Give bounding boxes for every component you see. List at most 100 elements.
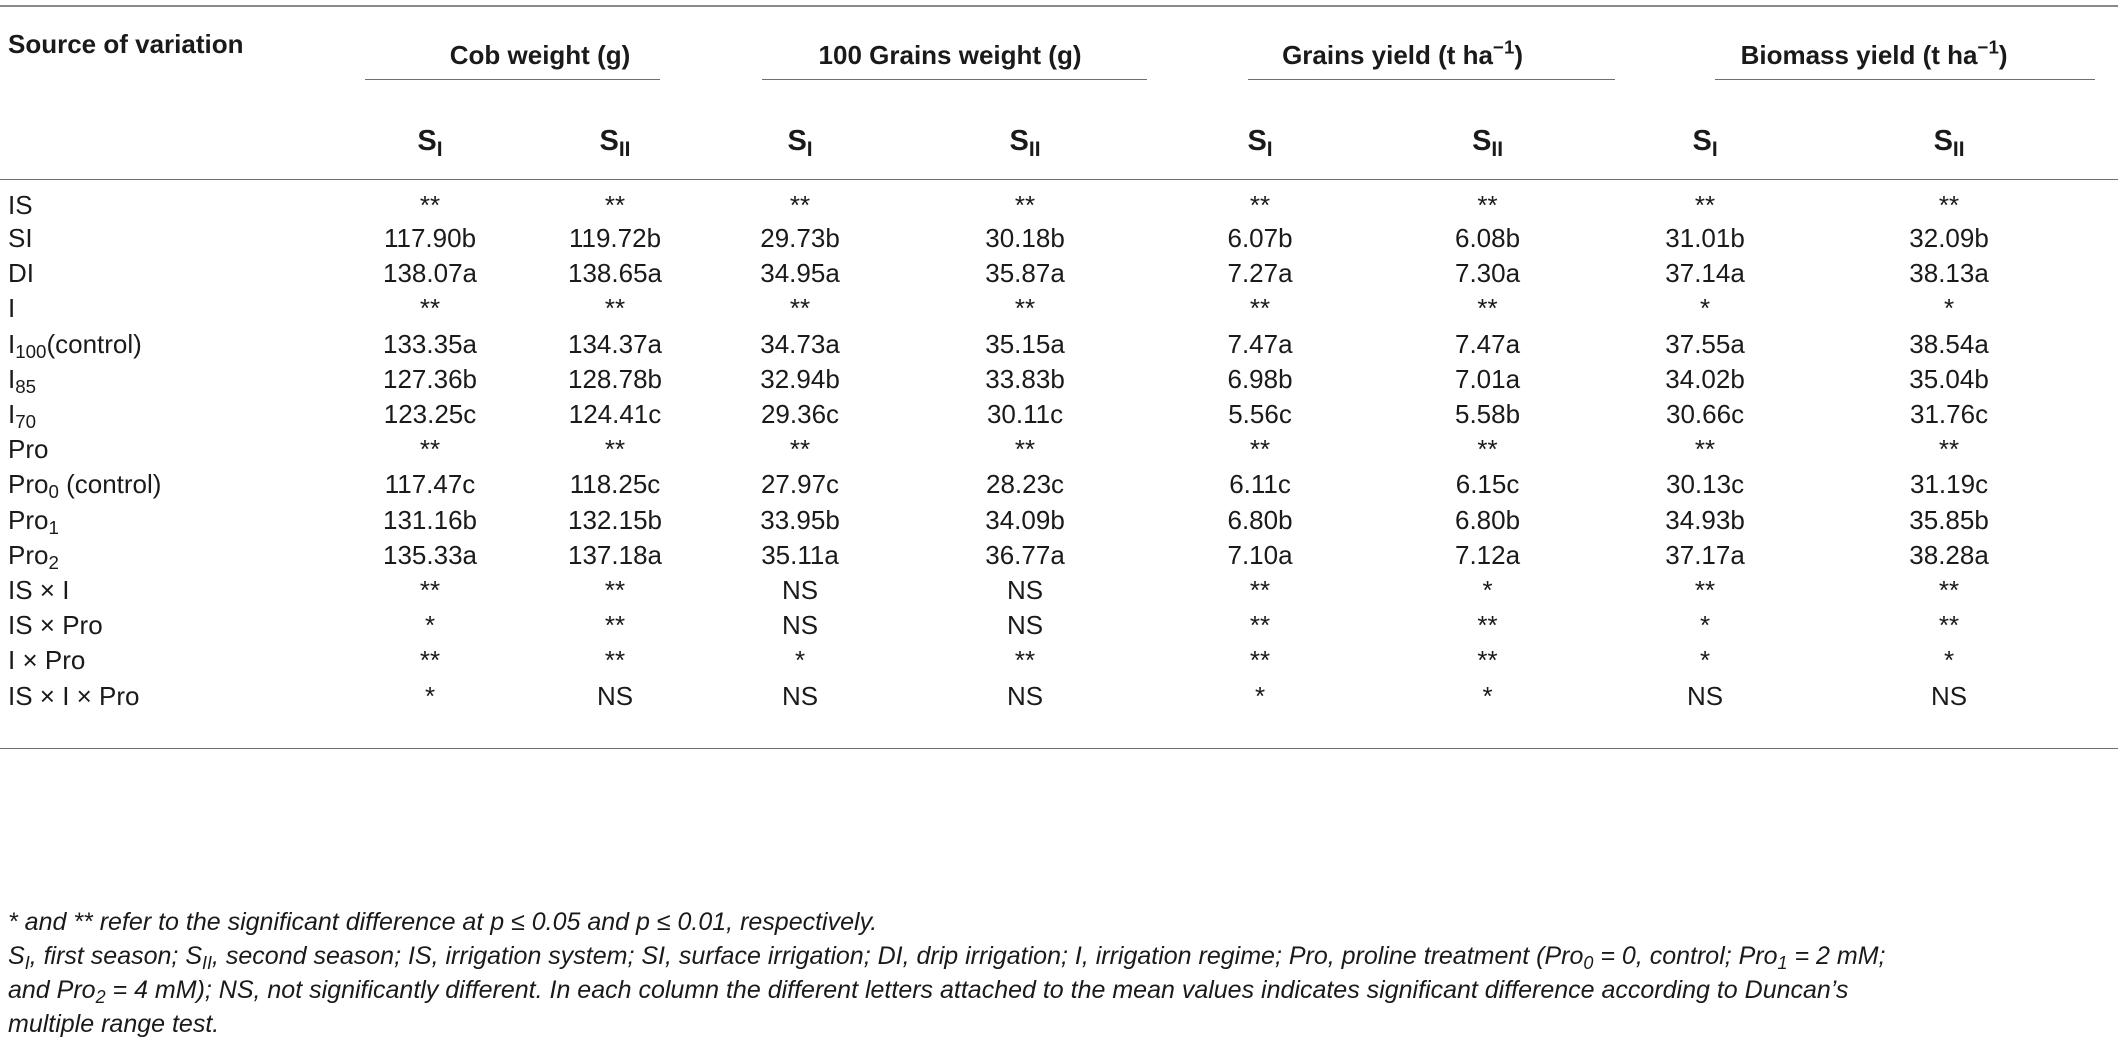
value-cell: 6.11c	[1229, 469, 1291, 500]
value-cell: NS	[1006, 574, 1044, 605]
value-cell: 33.95b	[760, 504, 840, 535]
value-cell: **	[1249, 645, 1271, 676]
group-label-grains-yield: Grains yield (t ha	[1282, 39, 1494, 70]
value-cell: **	[604, 574, 626, 605]
value-cell: 35.15a	[985, 328, 1065, 359]
season-header-empty	[0, 103, 355, 180]
value-cell: 31.01b	[1665, 223, 1745, 254]
source-cell: IS × Pro	[8, 610, 103, 641]
season-header: SI	[1247, 124, 1273, 161]
value-cell: *	[1943, 293, 1955, 324]
value-cell: **	[789, 293, 811, 324]
value-cell: *	[1482, 680, 1493, 711]
value-cell: NS	[596, 680, 634, 711]
value-cell: **	[604, 190, 626, 220]
value-cell: 35.87a	[985, 258, 1065, 289]
value-cell: 30.13c	[1666, 469, 1745, 500]
value-cell: **	[1014, 293, 1036, 324]
value-cell: **	[1938, 610, 1960, 641]
value-cell: 5.56c	[1228, 399, 1292, 430]
value-cell: **	[1477, 645, 1498, 676]
table-row: Pro1 131.16b 132.15b 33.95b 34.09b 6.80b 6.80b…	[0, 503, 2118, 538]
value-cell: **	[1014, 434, 1036, 465]
source-cell: Pro2	[8, 539, 59, 574]
value-cell: 7.10a	[1227, 539, 1293, 570]
value-cell: 6.08b	[1455, 223, 1521, 254]
table-row: I70 123.25c 124.41c 29.36c 30.11c 5.56c 5.58b 3…	[0, 397, 2118, 432]
value-cell: **	[1694, 190, 1716, 220]
value-cell: 6.15c	[1455, 469, 1520, 500]
value-cell: 7.47a	[1455, 328, 1521, 359]
value-cell: **	[1938, 190, 1960, 220]
value-cell: 38.13a	[1909, 258, 1989, 289]
value-cell: **	[419, 190, 441, 220]
value-cell: 127.36b	[383, 363, 477, 394]
source-cell: I	[8, 293, 16, 324]
value-cell: **	[789, 434, 811, 465]
value-cell: **	[419, 574, 441, 605]
group-label-grains-weight: 100 Grains weight (g)	[818, 39, 1082, 70]
value-cell: 38.28a	[1909, 539, 1989, 570]
table-row: I85 127.36b 128.78b 32.94b 33.83b 6.98b 7.01a 3…	[0, 362, 2118, 397]
value-cell: **	[604, 434, 626, 465]
value-cell: **	[1938, 574, 1960, 605]
value-cell: 6.80b	[1227, 504, 1293, 535]
table-row: IS × I ** ** NS NS ** * ** **	[0, 573, 2118, 608]
group-label-biomass-yield: Biomass yield (t ha	[1740, 39, 1978, 70]
value-cell: *	[424, 680, 436, 711]
value-cell: **	[1694, 434, 1716, 465]
season-header: SI	[787, 124, 813, 161]
value-cell: *	[1482, 574, 1493, 605]
table-row: IS ** ** ** ** ** ** ** **	[0, 180, 2118, 222]
group-header-grains-weight: 100 Grains weight (g)	[725, 6, 1175, 103]
value-cell: *	[1254, 680, 1266, 711]
source-header: Source of variation	[8, 29, 244, 59]
source-cell: I70	[8, 399, 37, 433]
value-cell: 30.11c	[986, 399, 1064, 430]
value-cell: **	[419, 434, 441, 465]
table-row: I × Pro ** ** * ** ** ** * *	[0, 643, 2118, 678]
table-row: Pro ** ** ** ** ** ** ** **	[0, 432, 2118, 467]
source-cell: I85	[8, 363, 37, 398]
season-header-row: SI SII SI SII SI SII SI SII	[0, 103, 2118, 180]
value-cell: **	[1694, 574, 1716, 605]
value-cell: **	[419, 645, 441, 676]
group-underline	[1248, 79, 1615, 80]
anova-table: Source of variation Cob weight (g) 100 G…	[0, 5, 2118, 750]
group-header-row: Source of variation Cob weight (g) 100 G…	[0, 6, 2118, 103]
source-cell: IS	[8, 190, 33, 220]
value-cell: **	[1477, 610, 1498, 641]
value-cell: 7.27a	[1227, 258, 1293, 289]
value-cell: NS	[781, 574, 819, 605]
value-cell: **	[1249, 293, 1271, 324]
group-underline	[365, 79, 660, 80]
value-cell: 35.04b	[1909, 363, 1989, 394]
value-cell: 30.66c	[1666, 399, 1745, 430]
value-cell: **	[1014, 645, 1036, 676]
table-bottom-rule	[0, 713, 2118, 750]
value-cell: **	[1477, 293, 1498, 324]
table-row: I100(control) 133.35a 134.37a 34.73a 35.15a 7…	[0, 327, 2118, 362]
value-cell: 35.85b	[1909, 504, 1989, 535]
value-cell: 35.11a	[761, 539, 839, 570]
value-cell: 28.23c	[985, 469, 1065, 500]
value-cell: 134.37a	[568, 328, 662, 359]
value-cell: 132.15b	[568, 504, 662, 535]
source-cell: Pro0 (control)	[8, 469, 162, 503]
value-cell: 34.02b	[1665, 363, 1745, 394]
value-cell: 133.35a	[383, 328, 477, 359]
season-header: SI	[1692, 124, 1718, 161]
value-cell: 37.17a	[1665, 539, 1745, 570]
value-cell: 138.07a	[383, 258, 477, 289]
footnote-significance: * and ** refer to the significant differ…	[8, 908, 878, 936]
value-cell: 31.76c	[1910, 399, 1989, 430]
value-cell: NS	[1930, 680, 1968, 711]
value-cell: 6.07b	[1227, 223, 1293, 254]
value-cell: *	[794, 645, 806, 676]
value-cell: 119.72b	[568, 223, 662, 254]
value-cell: 6.80b	[1455, 504, 1521, 535]
value-cell: 117.90b	[383, 223, 477, 254]
source-cell: Pro	[8, 434, 49, 465]
value-cell: 32.94b	[760, 363, 840, 394]
